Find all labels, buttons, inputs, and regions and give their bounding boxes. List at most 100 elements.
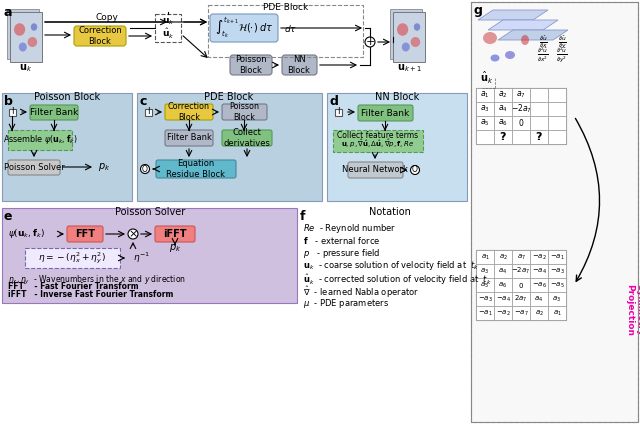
Ellipse shape: [31, 23, 37, 31]
FancyBboxPatch shape: [282, 55, 317, 75]
Bar: [471, 2, 638, 422]
FancyBboxPatch shape: [8, 160, 60, 175]
Text: $a_6$: $a_6$: [498, 118, 508, 128]
Text: g: g: [473, 4, 482, 17]
Bar: [10, 12, 42, 62]
Polygon shape: [498, 30, 568, 40]
Text: Filter Bank: Filter Bank: [166, 134, 211, 142]
Text: Collect
derivatives: Collect derivatives: [223, 128, 271, 148]
FancyBboxPatch shape: [155, 226, 195, 242]
Ellipse shape: [14, 23, 25, 36]
Text: d: d: [329, 95, 338, 108]
Text: $-a_2$: $-a_2$: [495, 308, 510, 318]
Bar: [2, 93, 132, 201]
Text: $\frac{\partial\hat{u}}{\partial y}$: $\frac{\partial\hat{u}}{\partial y}$: [557, 33, 566, 50]
Text: $a_6$: $a_6$: [499, 280, 508, 290]
Text: Poisson Solver: Poisson Solver: [4, 163, 65, 172]
Bar: [530, 102, 548, 116]
Ellipse shape: [505, 51, 515, 59]
Ellipse shape: [19, 42, 27, 51]
Bar: [137, 93, 322, 201]
FancyBboxPatch shape: [165, 130, 213, 146]
Bar: [25, 248, 120, 268]
Bar: [494, 88, 512, 102]
Text: $a_2$: $a_2$: [534, 308, 543, 318]
Text: $a_4$: $a_4$: [534, 294, 543, 304]
Bar: [476, 250, 494, 264]
Text: Copy: Copy: [95, 14, 118, 22]
Text: +: +: [365, 37, 374, 47]
Text: FFT: FFT: [75, 229, 95, 239]
Ellipse shape: [402, 42, 410, 51]
Text: $\hat{\mathbf{u}}_k$  - corrected solution of velocity field at  $t_k$: $\hat{\mathbf{u}}_k$ - corrected solutio…: [303, 272, 492, 287]
Bar: [494, 102, 512, 116]
Bar: [512, 250, 530, 264]
Text: $-a_4$: $-a_4$: [531, 266, 547, 276]
Bar: [512, 88, 530, 102]
Text: Symmetry
Projection: Symmetry Projection: [625, 284, 640, 336]
Bar: [494, 130, 512, 144]
Text: $a_3$: $a_3$: [480, 104, 490, 114]
Text: iFFT: iFFT: [163, 229, 187, 239]
Bar: [548, 88, 566, 102]
Text: e: e: [4, 210, 13, 223]
Text: I: I: [337, 108, 339, 117]
FancyBboxPatch shape: [358, 105, 413, 121]
Text: $\mathbf{u}_k$: $\mathbf{u}_k$: [162, 17, 174, 27]
Bar: [476, 292, 494, 306]
FancyBboxPatch shape: [230, 55, 272, 75]
Text: $-a_1$: $-a_1$: [477, 308, 492, 318]
Text: $\hat{\nabla}$  - learned Nabla operator: $\hat{\nabla}$ - learned Nabla operator: [303, 285, 419, 300]
Bar: [548, 278, 566, 292]
Polygon shape: [478, 10, 548, 20]
Bar: [530, 116, 548, 130]
Bar: [494, 306, 512, 320]
Text: $a_7$: $a_7$: [516, 252, 525, 262]
Circle shape: [128, 229, 138, 239]
Bar: [393, 12, 425, 62]
Text: $-a_2$: $-a_2$: [532, 252, 547, 262]
Text: $d\tau$: $d\tau$: [284, 22, 297, 33]
Ellipse shape: [414, 23, 420, 31]
Text: O: O: [412, 165, 418, 175]
Bar: [471, 2, 638, 422]
Text: b: b: [4, 95, 13, 108]
Ellipse shape: [521, 35, 529, 45]
Bar: [476, 306, 494, 320]
Text: $a_5$: $a_5$: [481, 280, 490, 290]
Text: $a_7$: $a_7$: [516, 90, 526, 100]
FancyBboxPatch shape: [348, 162, 403, 178]
Bar: [530, 250, 548, 264]
Bar: [548, 292, 566, 306]
Text: $0$: $0$: [518, 117, 524, 128]
Text: $2a_7$: $2a_7$: [515, 294, 528, 304]
Text: $\frac{\partial\hat{u}}{\partial x}$: $\frac{\partial\hat{u}}{\partial x}$: [539, 34, 547, 50]
Bar: [530, 292, 548, 306]
Text: $a_1$: $a_1$: [552, 308, 561, 318]
Text: $-a_5$: $-a_5$: [550, 280, 564, 290]
Bar: [548, 250, 566, 264]
Bar: [548, 102, 566, 116]
Bar: [494, 278, 512, 292]
Text: $-a_1$: $-a_1$: [550, 252, 564, 262]
Text: $0$: $0$: [518, 281, 524, 290]
Bar: [494, 292, 512, 306]
Text: $-2a_7$: $-2a_7$: [511, 103, 531, 115]
Bar: [548, 116, 566, 130]
Text: $a_1$: $a_1$: [480, 90, 490, 100]
Text: ?: ?: [500, 132, 506, 142]
Bar: [530, 264, 548, 278]
Polygon shape: [488, 20, 558, 30]
Ellipse shape: [411, 37, 420, 47]
Bar: [512, 264, 530, 278]
Text: $-a_3$: $-a_3$: [550, 266, 564, 276]
Ellipse shape: [397, 23, 408, 36]
Bar: [476, 102, 494, 116]
Text: $a_3$: $a_3$: [552, 294, 561, 304]
Text: $\mathbf{u}_k$  - coarse solution of velocity field at  $t_k$: $\mathbf{u}_k$ - coarse solution of velo…: [303, 259, 479, 273]
Text: PDE Block: PDE Block: [204, 92, 253, 102]
Text: I: I: [11, 108, 13, 117]
Text: $a_3$: $a_3$: [481, 266, 490, 276]
Text: $-a_6$: $-a_6$: [531, 280, 547, 290]
FancyBboxPatch shape: [156, 160, 236, 178]
